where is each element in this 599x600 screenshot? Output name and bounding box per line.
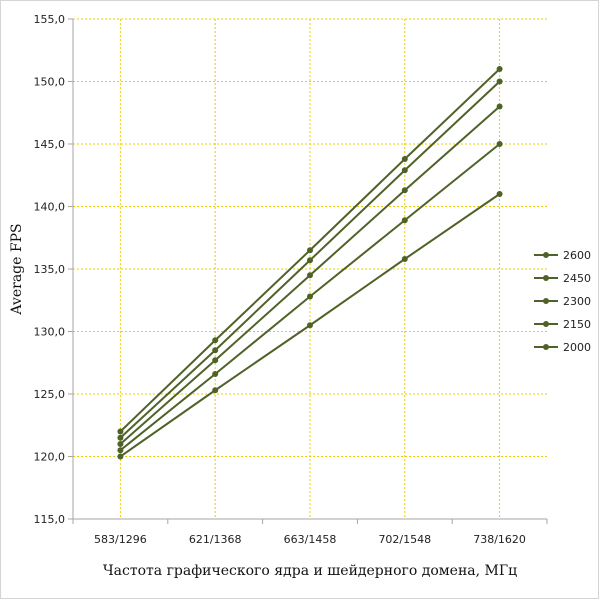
data-point <box>496 66 503 72</box>
x-tick-label: 663/1458 <box>284 533 337 546</box>
series-2300 <box>117 103 503 447</box>
series-2600 <box>117 66 503 435</box>
data-point <box>212 387 219 394</box>
data-point <box>307 272 313 279</box>
data-point <box>307 293 313 300</box>
y-tick-label: 115,0 <box>34 513 66 526</box>
x-tick-labels: 583/1296 621/1368 663/1458 702/1548 738/1620 <box>94 533 526 546</box>
y-tick-label: 145,0 <box>34 138 66 151</box>
legend-label: 2450 <box>563 272 591 285</box>
legend-swatch-marker <box>543 298 549 304</box>
data-point <box>117 434 124 441</box>
legend-item: 2450 <box>534 272 591 285</box>
data-point <box>212 357 219 364</box>
y-tick-label: 140,0 <box>34 201 66 214</box>
legend-label: 2000 <box>563 341 591 354</box>
x-tick-label: 738/1620 <box>473 533 526 546</box>
data-point <box>401 217 408 224</box>
data-point <box>401 187 408 194</box>
y-tick-label: 130,0 <box>34 326 66 339</box>
data-point <box>117 453 124 460</box>
legend-item: 2000 <box>534 341 591 354</box>
y-tick-label: 150,0 <box>34 76 66 89</box>
y-tick-labels: 115,0 120,0 125,0 130,0 135,0 140,0 145,0 150,0… <box>34 13 66 526</box>
x-axis-title: Частота графического ядра и шейдерного д… <box>103 563 517 579</box>
data-point <box>307 247 313 254</box>
series-2450 <box>117 78 503 441</box>
legend-item: 2600 <box>534 249 591 262</box>
data-point <box>401 256 408 262</box>
y-tick-label: 120,0 <box>34 451 66 464</box>
data-point <box>212 337 219 344</box>
axes <box>68 18 548 524</box>
data-point <box>117 428 124 435</box>
gridlines <box>73 18 547 519</box>
legend-label: 2600 <box>563 249 591 262</box>
series-2000 <box>117 191 503 460</box>
data-point <box>117 441 124 447</box>
y-axis-title: Average FPS <box>9 223 25 315</box>
data-point <box>117 447 124 454</box>
legend-swatch-marker <box>543 275 549 281</box>
legend-swatch-marker <box>543 252 549 258</box>
legend-item: 2150 <box>534 318 591 331</box>
legend-swatch-marker <box>543 344 549 350</box>
x-tick-label: 621/1368 <box>189 533 242 546</box>
data-point <box>307 257 313 264</box>
y-tick-label: 155,0 <box>34 13 66 26</box>
data-point <box>496 103 503 110</box>
series-2150 <box>117 141 503 454</box>
x-tick-label: 702/1548 <box>378 533 431 546</box>
legend-item: 2300 <box>534 295 591 308</box>
legend-label: 2300 <box>563 295 591 308</box>
legend: 2600 2450 2300 2150 2000 <box>534 249 591 354</box>
data-point <box>212 371 219 377</box>
y-tick-label: 125,0 <box>34 388 66 401</box>
legend-label: 2150 <box>563 318 591 331</box>
y-tick-label: 135,0 <box>34 263 66 276</box>
data-point <box>496 191 503 197</box>
data-point <box>401 167 408 174</box>
data-point <box>307 322 313 329</box>
data-point <box>496 141 503 147</box>
series-lines <box>117 66 503 460</box>
data-point <box>212 347 219 354</box>
x-tick-label: 583/1296 <box>94 533 147 546</box>
data-point <box>496 78 503 85</box>
legend-swatch-marker <box>543 321 549 327</box>
data-point <box>401 156 408 162</box>
